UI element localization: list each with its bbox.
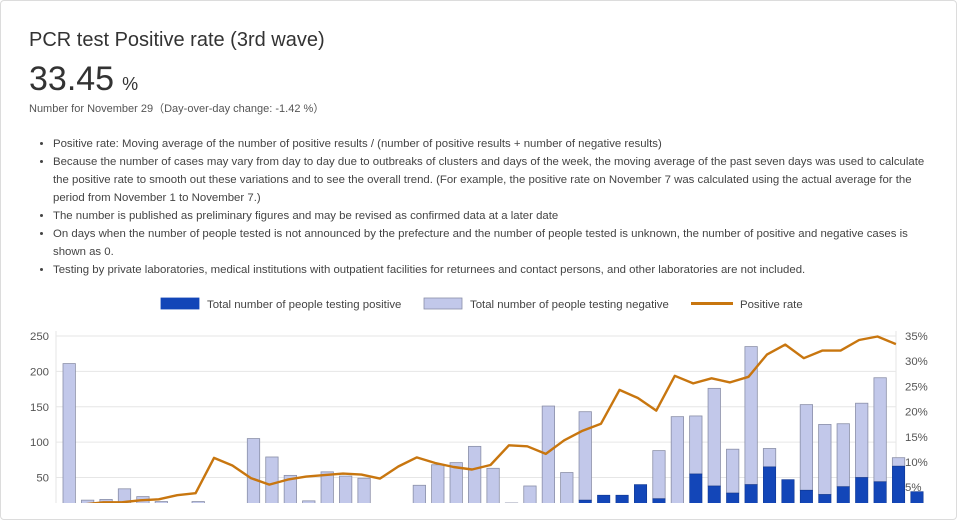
bar-negative (542, 406, 554, 503)
bar-negative (524, 486, 536, 503)
bar-positive (782, 480, 794, 503)
legend-label-positive: Total number of people testing positive (207, 299, 401, 311)
bar-negative (726, 449, 738, 493)
bar-negative (561, 473, 573, 503)
bar-negative (671, 417, 683, 503)
chart-bars (63, 347, 923, 503)
bar-negative (708, 388, 720, 486)
bar-negative (892, 458, 904, 466)
card-title: PCR test Positive rate (3rd wave) (29, 29, 325, 52)
legend-swatch-negative (424, 298, 462, 309)
bar-positive (745, 485, 757, 503)
bar-positive (874, 482, 886, 503)
y-tick-left: 200 (30, 366, 49, 378)
y-tick-left: 100 (30, 437, 49, 449)
y-tick-right: 20% (905, 407, 928, 419)
bar-negative (247, 439, 259, 503)
bar-positive (855, 478, 867, 504)
bar-positive (800, 490, 812, 503)
y-tick-left: 250 (30, 331, 49, 343)
note-item: Positive rate: Moving average of the num… (53, 135, 933, 153)
bar-negative (63, 364, 75, 503)
bar-negative (468, 446, 480, 503)
legend-swatch-positive-rate (691, 302, 733, 305)
bar-negative (579, 412, 591, 500)
bar-positive (892, 466, 904, 503)
note-item: Because the number of cases may vary fro… (53, 153, 933, 207)
headline-value: 33.45% (29, 60, 138, 99)
y-tick-right: 25% (905, 381, 928, 393)
bar-negative (321, 472, 333, 503)
legend-label-negative: Total number of people testing negative (470, 299, 669, 311)
bar-positive (837, 487, 849, 503)
note-item: The number is published as preliminary f… (53, 207, 933, 225)
bar-positive (653, 499, 665, 503)
bar-negative (763, 448, 775, 466)
bar-negative (358, 478, 370, 503)
bar-negative (690, 416, 702, 474)
y-tick-right: 10% (905, 457, 928, 469)
bar-negative (653, 451, 665, 499)
bar-negative (874, 378, 886, 482)
y-tick-right: 15% (905, 432, 928, 444)
bar-negative (819, 424, 831, 494)
y-tick-left: 150 (30, 402, 49, 414)
positive-rate-chart: Total number of people testing positive T… (1, 286, 958, 503)
legend-swatch-positive (161, 298, 199, 309)
note-item: On days when the number of people tested… (53, 225, 933, 261)
y-tick-right: 35% (905, 331, 928, 343)
bar-negative (800, 405, 812, 491)
bar-negative (413, 485, 425, 503)
value-unit: % (122, 74, 138, 94)
bar-negative (266, 457, 278, 503)
value-number: 33.45 (29, 60, 114, 98)
value-subtitle: Number for November 29（Day-over-day chan… (29, 100, 324, 116)
bar-positive (708, 486, 720, 503)
bar-negative (837, 424, 849, 487)
y-tick-right: 30% (905, 356, 928, 368)
chart-legend: Total number of people testing positive T… (161, 298, 803, 311)
bar-negative (855, 403, 867, 477)
note-item: Testing by private laboratories, medical… (53, 261, 933, 279)
notes-list: Positive rate: Moving average of the num… (35, 135, 933, 279)
bar-positive (911, 492, 923, 503)
y-axis-left: 250 200 150 100 50 (30, 331, 49, 485)
bar-negative (432, 465, 444, 503)
bar-positive (763, 467, 775, 503)
bar-negative (339, 476, 351, 503)
bar-negative (487, 468, 499, 503)
y-axis-right: 35%30%25%20%15%10%5% (905, 331, 928, 494)
bar-positive (634, 485, 646, 503)
legend-label-positive-rate: Positive rate (740, 299, 803, 311)
bar-positive (690, 474, 702, 503)
y-tick-left: 50 (36, 473, 49, 485)
